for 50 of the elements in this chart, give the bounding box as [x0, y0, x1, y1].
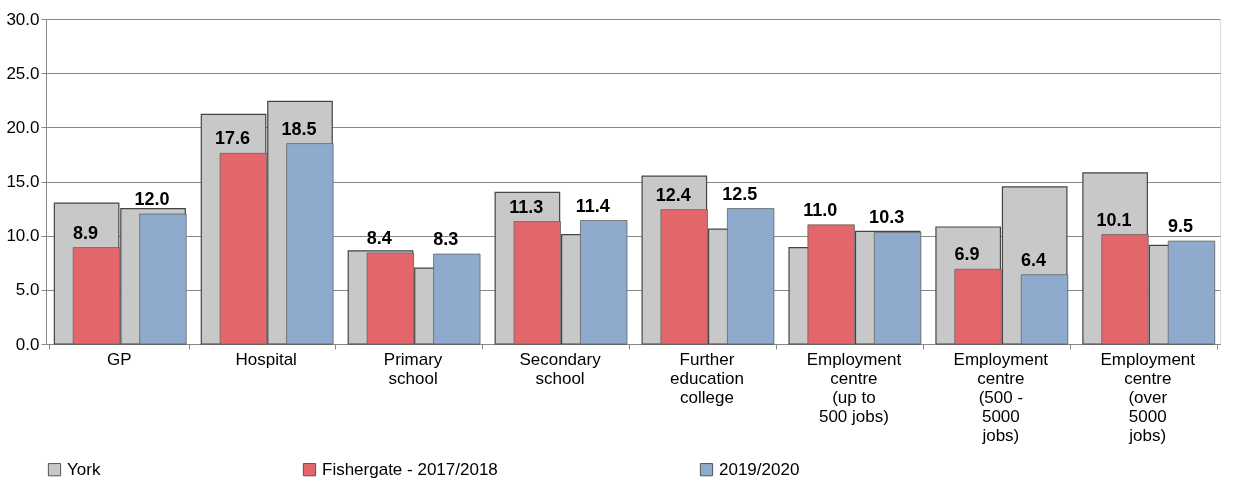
bar [727, 208, 775, 345]
x-tick-label: Employment centre (over 5000 jobs) [1100, 349, 1196, 445]
data-label: 10.1 [1096, 209, 1132, 230]
bar [580, 220, 628, 345]
bar [286, 143, 334, 345]
x-tick-label: Further education college [670, 349, 744, 407]
bar [1020, 274, 1069, 345]
x-tick-label: Primary school [383, 349, 443, 388]
x-tick-label: Secondary school [519, 349, 602, 388]
bar [219, 152, 268, 345]
data-label: 18.5 [281, 118, 317, 139]
data-label: 11.4 [575, 195, 610, 216]
y-tick-label: 30.0 [6, 9, 40, 29]
legend-label: 2019/2020 [719, 459, 800, 479]
data-label: 9.5 [1167, 216, 1194, 237]
y-tick-label: 15.0 [6, 172, 40, 191]
bar [433, 253, 481, 345]
bar [807, 224, 855, 345]
y-tick-label: 25.0 [6, 63, 40, 83]
data-label: 12.4 [655, 184, 691, 205]
bar [954, 268, 1002, 345]
data-label: 11.3 [509, 196, 544, 217]
x-tick-label: Employment centre (500 - 5000 jobs) [953, 349, 1049, 445]
x-tick-label: Hospital [235, 349, 297, 369]
data-label: 8.9 [72, 222, 99, 243]
x-tick-label: Employment centre (up to 500 jobs) [806, 349, 902, 426]
bar [1167, 240, 1216, 345]
data-label: 17.6 [214, 128, 250, 149]
bar [1101, 234, 1149, 345]
y-tick-label: 5.0 [15, 280, 40, 300]
bar [873, 232, 922, 345]
data-label: 6.9 [954, 244, 980, 265]
bar [366, 252, 414, 345]
data-label: 12.0 [134, 189, 170, 209]
data-label: 10.3 [869, 207, 905, 228]
data-label: 11.0 [803, 199, 838, 220]
y-tick-label: 10.0 [6, 226, 40, 246]
y-tick-label: 0.0 [15, 334, 40, 354]
y-tick-label: 20.0 [6, 117, 40, 137]
bar [660, 209, 708, 345]
bar [72, 247, 121, 345]
data-label: 12.5 [722, 183, 758, 204]
legend-label: Fishergate - 2017/2018 [322, 459, 498, 479]
legend-label: York [67, 459, 101, 479]
data-label: 6.4 [1021, 249, 1047, 270]
data-label: 8.3 [433, 229, 459, 250]
x-tick-label: GP [106, 349, 132, 369]
bar [513, 221, 561, 345]
bar [139, 213, 187, 345]
data-label: 8.4 [366, 228, 392, 248]
